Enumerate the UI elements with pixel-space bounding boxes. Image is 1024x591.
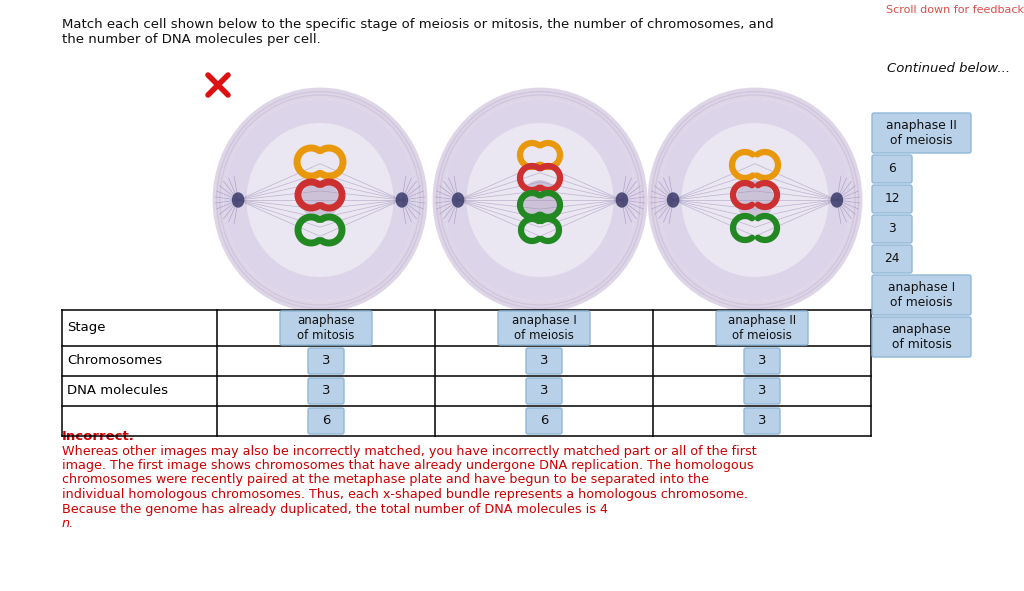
FancyBboxPatch shape (498, 311, 590, 345)
FancyBboxPatch shape (872, 275, 971, 315)
Text: Continued below...: Continued below... (887, 62, 1010, 75)
Ellipse shape (667, 192, 679, 207)
Text: image. The first image shows chromosomes that have already undergone DNA replica: image. The first image shows chromosomes… (62, 459, 754, 472)
Text: anaphase I
of meiosis: anaphase I of meiosis (512, 314, 577, 342)
Ellipse shape (395, 192, 409, 207)
Ellipse shape (452, 192, 465, 207)
FancyBboxPatch shape (744, 408, 780, 434)
Text: anaphase
of mitosis: anaphase of mitosis (297, 314, 354, 342)
FancyBboxPatch shape (872, 317, 971, 357)
Ellipse shape (658, 99, 852, 301)
Text: Because the genome has already duplicated, the total number of DNA molecules is : Because the genome has already duplicate… (62, 502, 608, 515)
Ellipse shape (231, 192, 245, 207)
Text: anaphase
of mitosis: anaphase of mitosis (892, 323, 951, 351)
Text: Scroll down for feedback: Scroll down for feedback (886, 5, 1024, 15)
Ellipse shape (830, 192, 843, 207)
FancyBboxPatch shape (526, 378, 562, 404)
Text: 3: 3 (758, 385, 766, 398)
Ellipse shape (247, 123, 393, 277)
Ellipse shape (443, 99, 637, 301)
Text: 3: 3 (888, 222, 896, 235)
Ellipse shape (301, 180, 339, 220)
FancyBboxPatch shape (716, 311, 808, 345)
Text: Match each cell shown below to the specific stage of meiosis or mitosis, the num: Match each cell shown below to the speci… (62, 18, 774, 46)
Text: anaphase I
of meiosis: anaphase I of meiosis (888, 281, 955, 309)
Text: 24: 24 (885, 252, 900, 265)
Text: 12: 12 (885, 193, 900, 206)
Text: 3: 3 (540, 385, 548, 398)
FancyBboxPatch shape (872, 185, 912, 213)
Text: 3: 3 (322, 355, 331, 368)
FancyBboxPatch shape (308, 348, 344, 374)
FancyBboxPatch shape (308, 378, 344, 404)
Text: 6: 6 (322, 414, 330, 427)
Text: DNA molecules: DNA molecules (67, 385, 168, 398)
Text: n.: n. (62, 517, 74, 530)
Ellipse shape (521, 180, 559, 220)
Text: 6: 6 (540, 414, 548, 427)
Text: 3: 3 (540, 355, 548, 368)
FancyBboxPatch shape (872, 155, 912, 183)
Ellipse shape (682, 123, 828, 277)
Text: anaphase II
of meiosis: anaphase II of meiosis (886, 119, 957, 147)
FancyBboxPatch shape (744, 348, 780, 374)
Ellipse shape (223, 99, 417, 301)
FancyBboxPatch shape (526, 348, 562, 374)
Text: Whereas other images may also be incorrectly matched, you have incorrectly match: Whereas other images may also be incorre… (62, 444, 757, 457)
FancyBboxPatch shape (744, 378, 780, 404)
Text: individual homologous chromosomes. Thus, each x-shaped bundle represents a homol: individual homologous chromosomes. Thus,… (62, 488, 748, 501)
FancyBboxPatch shape (280, 311, 372, 345)
FancyBboxPatch shape (872, 245, 912, 273)
FancyBboxPatch shape (526, 408, 562, 434)
Text: Incorrect.: Incorrect. (62, 430, 135, 443)
Text: Chromosomes: Chromosomes (67, 355, 162, 368)
Ellipse shape (615, 192, 628, 207)
Text: 3: 3 (322, 385, 331, 398)
Text: chromosomes were recently paired at the metaphase plate and have begun to be sep: chromosomes were recently paired at the … (62, 473, 709, 486)
Text: anaphase II
of meiosis: anaphase II of meiosis (728, 314, 796, 342)
Text: 6: 6 (888, 163, 896, 176)
FancyBboxPatch shape (872, 215, 912, 243)
Text: 3: 3 (758, 414, 766, 427)
FancyBboxPatch shape (308, 408, 344, 434)
Text: Stage: Stage (67, 322, 105, 335)
Ellipse shape (467, 123, 613, 277)
FancyBboxPatch shape (872, 113, 971, 153)
Text: 3: 3 (758, 355, 766, 368)
Ellipse shape (736, 180, 774, 220)
